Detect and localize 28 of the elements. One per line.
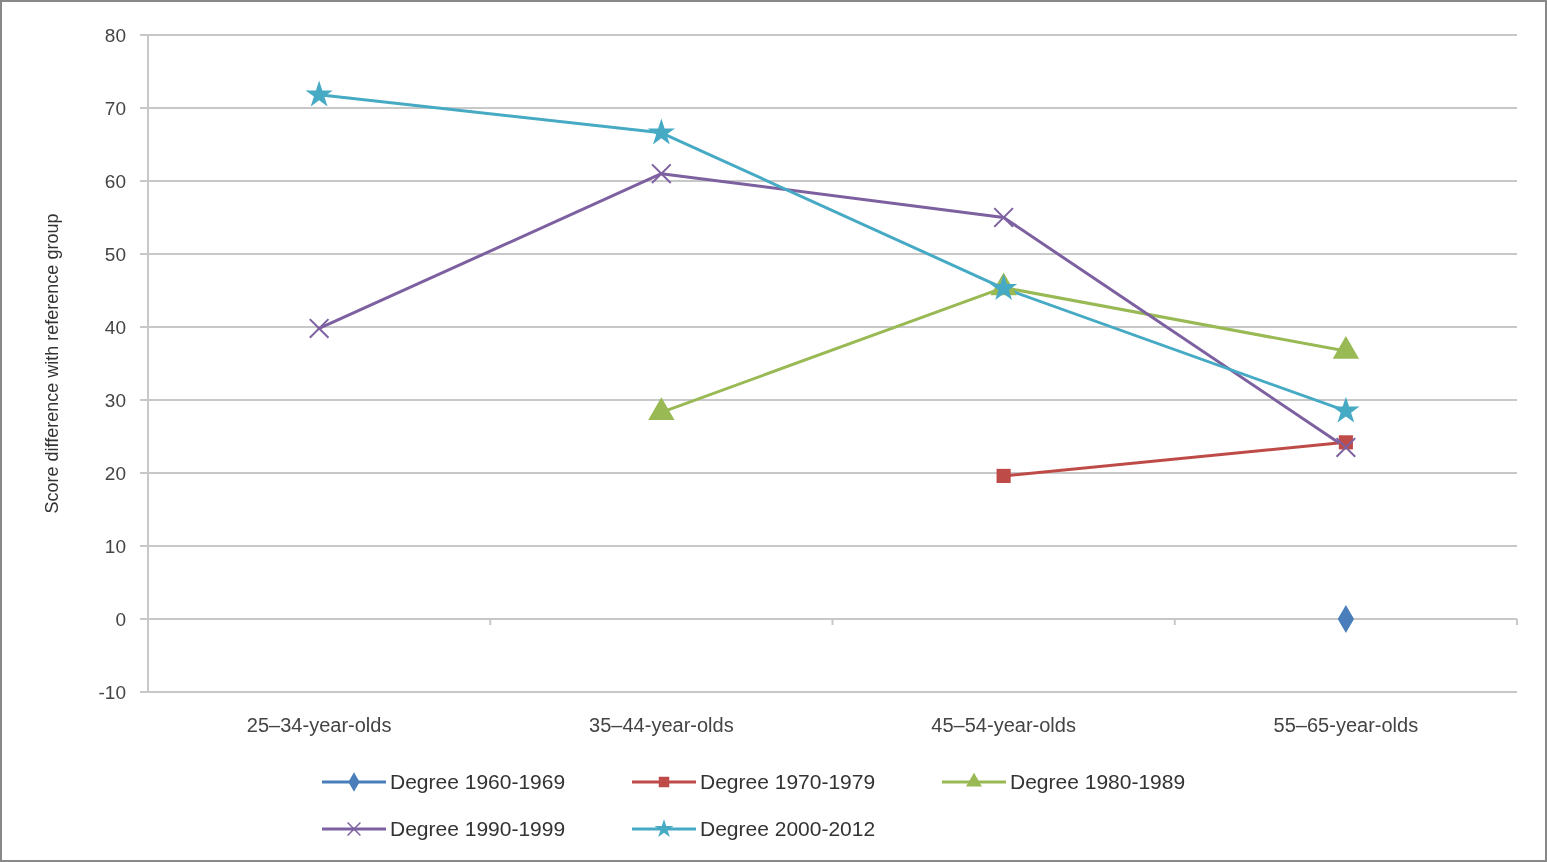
y-tick-label: 30 [104,389,126,411]
y-tick-label: 0 [115,608,126,630]
y-tick-label: 20 [104,462,126,484]
y-tick-label: 50 [104,243,126,265]
x-tick-label: 55–65-year-olds [1273,714,1419,736]
point [305,80,333,107]
legend-label: Degree 1990-1999 [390,817,566,841]
y-tick-label: 40 [104,316,126,338]
y-tick-label: 10 [104,535,126,557]
point [1335,437,1357,458]
legend-label: Degree 1960-1969 [390,770,566,794]
legend-label: Degree 1980-1989 [1010,770,1186,794]
y-tick-label: 70 [104,97,126,119]
x-tick-label: 25–34-year-olds [246,714,392,736]
y-tick-label: -10 [98,681,126,703]
legend-label: Degree 2000-2012 [700,817,876,841]
x-tick-label: 35–44-year-olds [589,714,734,736]
point [647,118,675,145]
point [308,318,330,339]
x-tick-label: 45–54-year-olds [931,714,1076,736]
y-tick-label: 80 [104,24,126,46]
y-axis-title: Score difference with reference group [42,213,62,514]
point [1332,396,1360,423]
y-tick-label: 60 [104,170,126,192]
legend-label: Degree 1970-1979 [700,770,876,794]
point [993,207,1014,228]
point [996,468,1011,483]
point [651,163,672,185]
